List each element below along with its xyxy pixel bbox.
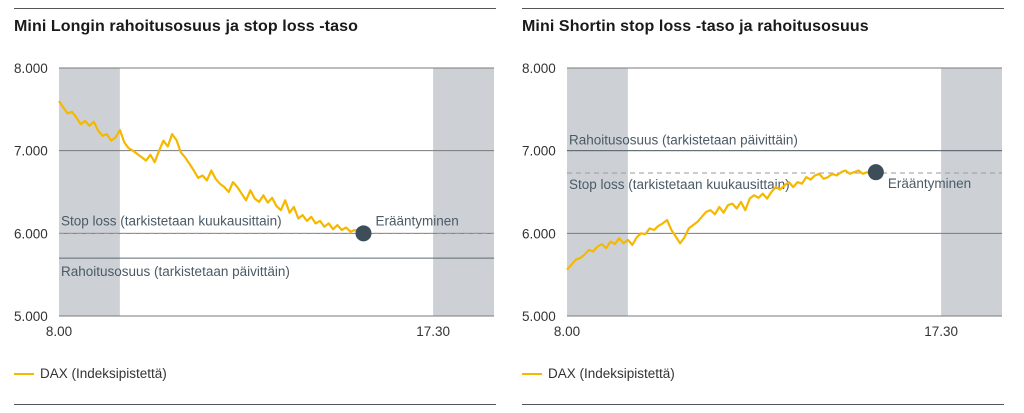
x-tick-label: 8.00: [46, 324, 72, 339]
expiry-label: Erääntyminen: [376, 213, 459, 228]
closed-market-band-morning: [567, 68, 628, 316]
y-tick-label: 6.000: [522, 226, 556, 241]
y-tick-label: 5.000: [522, 309, 556, 324]
dax-series-line: [58, 100, 364, 235]
y-tick-label: 8.000: [14, 61, 48, 76]
legend-line-swatch: [14, 372, 34, 375]
y-tick-label: 6.000: [14, 226, 48, 241]
closed-market-band-evening: [433, 68, 494, 316]
financing-level-label: Rahoitusosuus (tarkistetaan päivittäin): [569, 133, 798, 148]
y-tick-label: 8.000: [522, 61, 556, 76]
dax-series-line: [566, 169, 877, 271]
stop-loss-label: Stop loss (tarkistetaan kuukausittain): [569, 177, 790, 192]
chart-title: Mini Shortin stop loss -taso ja rahoitus…: [522, 18, 869, 35]
y-tick-label: 7.000: [14, 144, 48, 159]
x-tick-label: 8.00: [554, 324, 580, 339]
chart-title: Mini Longin rahoitusosuus ja stop loss -…: [14, 18, 358, 35]
legend: DAX (Indeksipistettä): [522, 366, 675, 381]
closed-market-band-morning: [59, 68, 120, 316]
bottom-rule: [14, 404, 496, 405]
bottom-rule: [522, 404, 1004, 405]
financing-level-label: Rahoitusosuus (tarkistetaan päivittäin): [61, 264, 290, 279]
y-tick-label: 7.000: [522, 144, 556, 159]
chart-panel-long: Mini Longin rahoitusosuus ja stop loss -…: [14, 0, 496, 413]
x-tick-label: 17.30: [416, 324, 450, 339]
legend-label: DAX (Indeksipistettä): [40, 366, 167, 381]
legend-line-swatch: [522, 372, 542, 375]
top-rule: [522, 8, 1004, 9]
expiry-label: Erääntyminen: [888, 176, 971, 191]
legend-label: DAX (Indeksipistettä): [548, 366, 675, 381]
expiry-marker: [867, 164, 884, 181]
x-tick-label: 17.30: [924, 324, 958, 339]
stop-loss-label: Stop loss (tarkistetaan kuukausittain): [61, 213, 282, 228]
legend: DAX (Indeksipistettä): [14, 366, 167, 381]
closed-market-band-evening: [941, 68, 1002, 316]
expiry-marker: [355, 225, 372, 242]
y-tick-label: 5.000: [14, 309, 48, 324]
chart-panel-short: Mini Shortin stop loss -taso ja rahoitus…: [522, 0, 1004, 413]
top-rule: [14, 8, 496, 9]
